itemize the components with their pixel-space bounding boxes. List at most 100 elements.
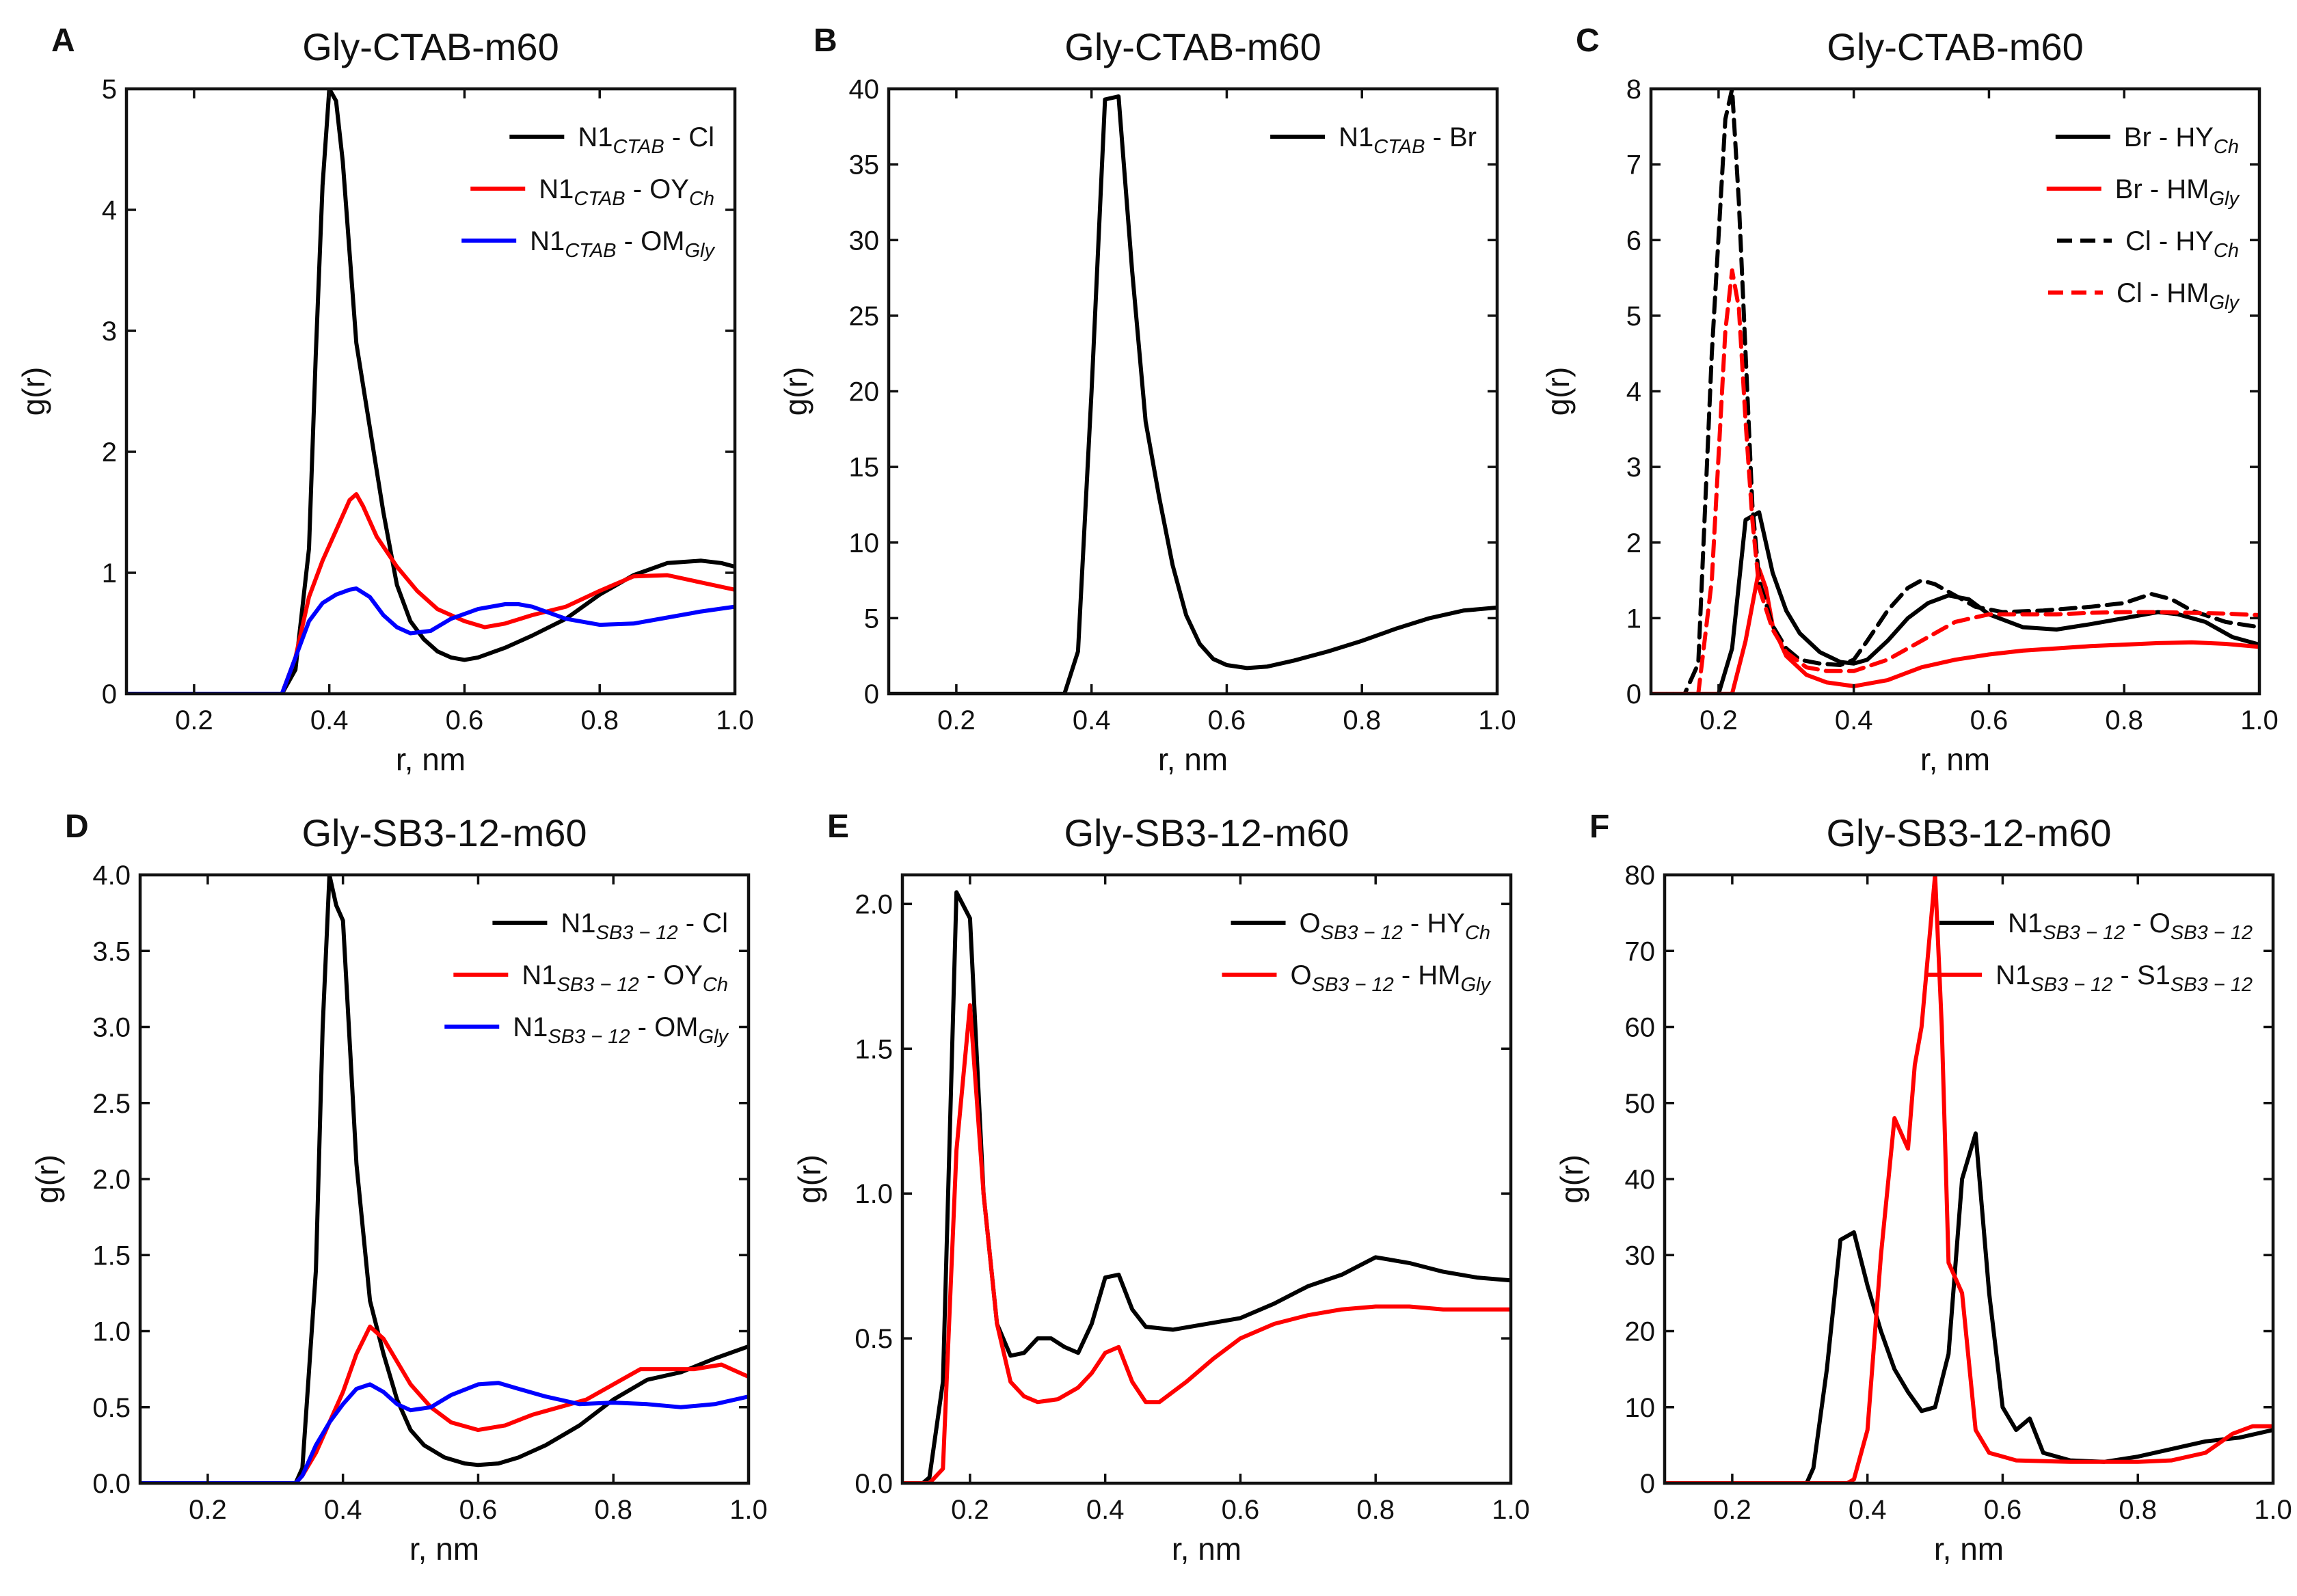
y-tick-label: 25 — [849, 301, 880, 332]
legend-label-sub: SB3 − 12 — [556, 974, 639, 996]
legend-label-tail-sub: Ch — [703, 974, 728, 996]
legend-label-tail-sub: Gly — [685, 240, 716, 262]
x-tick-label: 0.2 — [1713, 1495, 1751, 1525]
legend-label: N1SB3 − 12 - Cl — [561, 908, 728, 944]
series-line — [902, 1003, 1511, 1483]
chart-title: Gly-SB3-12-m60 — [1826, 811, 2111, 854]
legend-label: N1SB3 − 12 - S1SB3 − 12 — [1996, 960, 2253, 996]
legend-item: OSB3 − 12 - HYCh — [1231, 908, 1490, 944]
legend-label-main: N1 — [522, 960, 556, 990]
y-tick-label: 3 — [102, 316, 117, 347]
legend-label-main: Cl - HY — [2125, 226, 2214, 256]
x-tick-label: 0.8 — [2105, 705, 2143, 735]
legend: N1SB3 − 12 - OSB3 − 12 N1SB3 − 12 - S1SB3… — [1927, 908, 2253, 996]
legend-label-main: Cl - HM — [2117, 278, 2209, 308]
panel-letter: C — [1576, 23, 1600, 59]
y-tick-label: 2 — [1626, 528, 1641, 558]
y-tick-label: 1 — [102, 558, 117, 589]
series-group — [140, 875, 749, 1483]
legend-label-sub: Ch — [2214, 136, 2239, 158]
legend-label-main: O — [1300, 908, 1321, 938]
legend-label-tail: - HM — [1394, 960, 1461, 990]
y-tick-label: 0.0 — [855, 1469, 893, 1499]
legend-item: N1SB3 − 12 - OMGly — [444, 1012, 729, 1048]
y-tick-label: 1 — [1626, 604, 1641, 634]
y-tick-label: 2.0 — [92, 1165, 131, 1195]
x-tick-label: 0.6 — [1208, 705, 1246, 735]
series-group — [1665, 875, 2273, 1483]
y-tick-label: 20 — [1625, 1317, 1656, 1347]
legend-item: Br - HMGly — [2046, 174, 2240, 210]
x-tick-label: 0.6 — [1222, 1495, 1260, 1525]
y-tick-label: 70 — [1625, 936, 1656, 966]
panel-letter: D — [65, 809, 89, 845]
y-tick-label: 15 — [849, 452, 880, 483]
series-line — [1651, 567, 2259, 694]
series-line — [126, 89, 735, 694]
y-tick-label: 35 — [849, 150, 880, 180]
legend-item: N1SB3 − 12 - OSB3 − 12 — [1939, 908, 2253, 944]
series-line — [1665, 1131, 2273, 1483]
y-tick-label: 10 — [1625, 1393, 1656, 1423]
y-tick-label: 5 — [864, 604, 879, 634]
series-line — [140, 875, 749, 1483]
panel-d: D Gly-SB3-12-m60 0.2 0.4 0.6 0.8 1.0 0.0 0.5 1.0 1… — [29, 809, 768, 1567]
y-tick-label: 4 — [1626, 377, 1641, 407]
series-line — [126, 492, 735, 694]
y-tick-label: 0 — [1640, 1469, 1655, 1499]
legend: N1CTAB - Br — [1270, 122, 1477, 158]
legend-label: Br - HYCh — [2124, 122, 2239, 158]
legend-item: N1SB3 − 12 - Cl — [492, 908, 728, 944]
y-tick-label: 1.0 — [92, 1317, 131, 1347]
legend-label-main: Br - HY — [2124, 122, 2214, 152]
y-axis-label: g(r) — [1554, 1154, 1589, 1204]
x-tick-label: 1.0 — [1492, 1495, 1530, 1525]
legend-item: N1CTAB - OMGly — [461, 226, 716, 262]
legend-label-sub: Gly — [2209, 292, 2240, 314]
x-tick-label: 1.0 — [1478, 705, 1516, 735]
panel-letter: B — [814, 23, 837, 59]
x-tick-label: 1.0 — [716, 705, 754, 735]
y-axis-label: g(r) — [792, 1154, 827, 1204]
x-tick-label: 0.6 — [1970, 705, 2009, 735]
x-tick-label: 0.2 — [951, 1495, 989, 1525]
legend-item: N1SB3 − 12 - OYCh — [453, 960, 728, 996]
x-tick-label: 0.8 — [1356, 1495, 1395, 1525]
y-tick-label: 0 — [102, 679, 117, 709]
legend-label-tail-sub: Ch — [689, 188, 714, 210]
legend-label: N1SB3 − 12 - OMGly — [513, 1012, 729, 1048]
panel-letter: E — [827, 809, 849, 845]
y-tick-label: 10 — [849, 528, 880, 558]
legend-label: N1CTAB - Cl — [578, 122, 714, 158]
chart-title: Gly-CTAB-m60 — [302, 25, 559, 68]
panel-f: F Gly-SB3-12-m60 0.2 0.4 0.6 0.8 1.0 0 10 20 30 40 5… — [1554, 809, 2292, 1567]
x-tick-label: 0.2 — [1700, 705, 1738, 735]
x-tick-label: 0.4 — [1073, 705, 1111, 735]
x-tick-label: 0.8 — [1343, 705, 1381, 735]
legend-label-tail-sub: Ch — [1465, 922, 1490, 944]
x-tick-label: 0.4 — [310, 705, 349, 735]
y-tick-label: 3.5 — [92, 936, 131, 966]
x-tick-label: 0.6 — [459, 1495, 498, 1525]
x-tick-label: 1.0 — [2240, 705, 2279, 735]
legend-label-sub: CTAB — [574, 188, 625, 210]
y-tick-label: 60 — [1625, 1013, 1656, 1043]
x-tick-label: 0.8 — [580, 705, 619, 735]
plot-frame — [1663, 873, 2275, 1485]
legend-label-sub: CTAB — [1373, 136, 1425, 158]
legend-label-sub: CTAB — [613, 136, 664, 158]
y-tick-label: 7 — [1626, 150, 1641, 180]
legend-label-tail: - OM — [630, 1012, 699, 1042]
x-tick-label: 0.2 — [189, 1495, 227, 1525]
series-line — [126, 586, 735, 694]
plot-frame — [887, 87, 1499, 696]
plot-frame — [124, 87, 737, 696]
legend-item: Cl - HMGly — [2047, 278, 2240, 314]
legend-item: Cl - HYCh — [2057, 226, 2239, 262]
legend-label-tail: - O — [2125, 908, 2171, 938]
series-line — [1651, 89, 2259, 694]
x-tick-label: 1.0 — [729, 1495, 768, 1525]
x-axis-label: r, nm — [1158, 742, 1228, 777]
